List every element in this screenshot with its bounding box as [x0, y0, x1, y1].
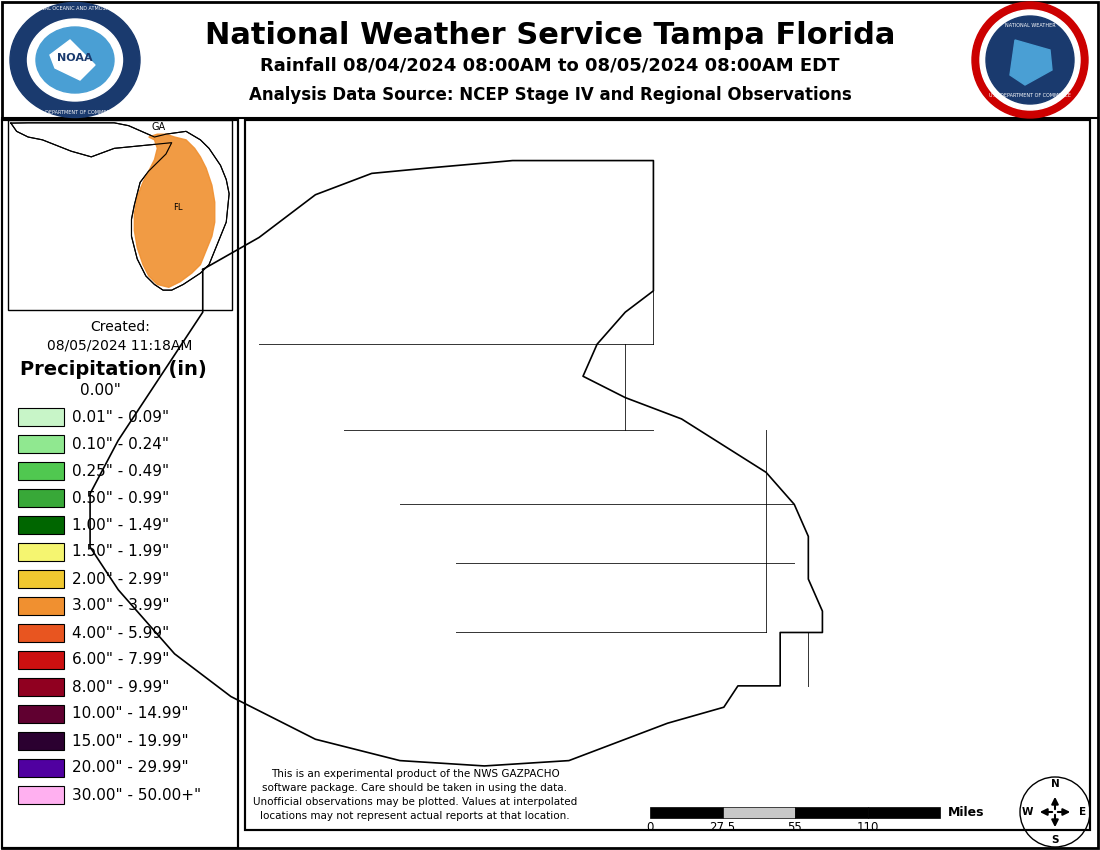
Text: 27.5: 27.5 — [710, 821, 736, 834]
Bar — [18, 570, 64, 588]
Bar — [245, 120, 1090, 830]
Text: 15.00" - 19.99": 15.00" - 19.99" — [72, 734, 188, 749]
Text: NATIONAL WEATHER: NATIONAL WEATHER — [1004, 22, 1055, 27]
Ellipse shape — [28, 19, 122, 101]
Text: W: W — [1021, 807, 1033, 817]
Polygon shape — [134, 134, 214, 287]
Text: 20.00" - 29.99": 20.00" - 29.99" — [72, 761, 188, 775]
Bar — [18, 543, 64, 561]
Text: U.S. DEPARTMENT OF COMMERCE: U.S. DEPARTMENT OF COMMERCE — [989, 93, 1071, 98]
Text: 1.50" - 1.99": 1.50" - 1.99" — [72, 545, 169, 559]
Circle shape — [972, 2, 1088, 118]
Text: Analysis Data Source: NCEP Stage IV and Regional Observations: Analysis Data Source: NCEP Stage IV and … — [249, 86, 851, 104]
Text: 0.00": 0.00" — [80, 382, 121, 398]
Polygon shape — [1010, 40, 1052, 85]
Bar — [2, 120, 238, 848]
Bar — [2, 120, 238, 848]
Text: NOAA: NOAA — [57, 53, 92, 63]
Text: 55: 55 — [788, 821, 802, 834]
Bar — [650, 807, 723, 818]
Circle shape — [986, 16, 1074, 104]
Bar — [18, 705, 64, 723]
Text: 0.50" - 0.99": 0.50" - 0.99" — [72, 490, 169, 506]
Text: 8.00" - 9.99": 8.00" - 9.99" — [72, 679, 169, 694]
Text: 2.00" - 2.99": 2.00" - 2.99" — [72, 571, 169, 586]
Text: Miles: Miles — [948, 806, 984, 819]
Text: National Weather Service Tampa Florida: National Weather Service Tampa Florida — [205, 20, 895, 49]
Text: U.S. DEPARTMENT OF COMMERCE: U.S. DEPARTMENT OF COMMERCE — [34, 110, 116, 115]
Text: 1.00" - 1.49": 1.00" - 1.49" — [72, 518, 169, 532]
Polygon shape — [50, 40, 95, 80]
Text: 10.00" - 14.99": 10.00" - 14.99" — [72, 706, 188, 722]
Bar — [795, 807, 868, 818]
Text: Rainfall 08/04/2024 08:00AM to 08/05/2024 08:00AM EDT: Rainfall 08/04/2024 08:00AM to 08/05/202… — [261, 56, 839, 74]
Polygon shape — [11, 123, 229, 290]
Bar — [245, 120, 1090, 830]
Text: 110: 110 — [856, 821, 879, 834]
Bar — [18, 597, 64, 615]
Text: 30.00" - 50.00+": 30.00" - 50.00+" — [72, 787, 201, 802]
Bar — [868, 807, 940, 818]
Circle shape — [980, 10, 1080, 110]
Bar — [18, 489, 64, 507]
Text: 6.00" - 7.99": 6.00" - 7.99" — [72, 653, 169, 667]
Bar — [18, 732, 64, 750]
Text: Created:
08/05/2024 11:18AM: Created: 08/05/2024 11:18AM — [47, 320, 192, 353]
Bar — [18, 408, 64, 426]
Text: Precipitation (in): Precipitation (in) — [20, 360, 207, 379]
Bar — [8, 120, 232, 310]
Bar — [18, 516, 64, 534]
Text: S: S — [1052, 835, 1058, 845]
Text: GA: GA — [152, 122, 166, 132]
Text: NATIONAL OCEANIC AND ATMOSPHERIC: NATIONAL OCEANIC AND ATMOSPHERIC — [26, 5, 124, 10]
Text: 0.25" - 0.49": 0.25" - 0.49" — [72, 463, 169, 479]
Text: 0.10" - 0.24": 0.10" - 0.24" — [72, 437, 169, 451]
Text: 0: 0 — [647, 821, 653, 834]
Ellipse shape — [36, 27, 114, 93]
Text: FL: FL — [173, 203, 183, 212]
Text: 3.00" - 3.99": 3.00" - 3.99" — [72, 598, 169, 614]
Polygon shape — [282, 453, 358, 536]
Ellipse shape — [10, 3, 140, 117]
Text: This is an experimental product of the NWS GAZPACHO
software package. Care shoul: This is an experimental product of the N… — [253, 769, 578, 821]
Bar — [18, 435, 64, 453]
Bar — [18, 678, 64, 696]
Text: 0.01" - 0.09": 0.01" - 0.09" — [72, 410, 169, 424]
Bar — [18, 624, 64, 642]
Text: N: N — [1050, 779, 1059, 789]
Bar — [18, 786, 64, 804]
Bar — [18, 651, 64, 669]
Bar — [723, 807, 795, 818]
Bar — [18, 759, 64, 777]
Text: 4.00" - 5.99": 4.00" - 5.99" — [72, 626, 169, 641]
Bar — [18, 462, 64, 480]
Polygon shape — [372, 585, 442, 622]
Text: E: E — [1079, 807, 1087, 817]
